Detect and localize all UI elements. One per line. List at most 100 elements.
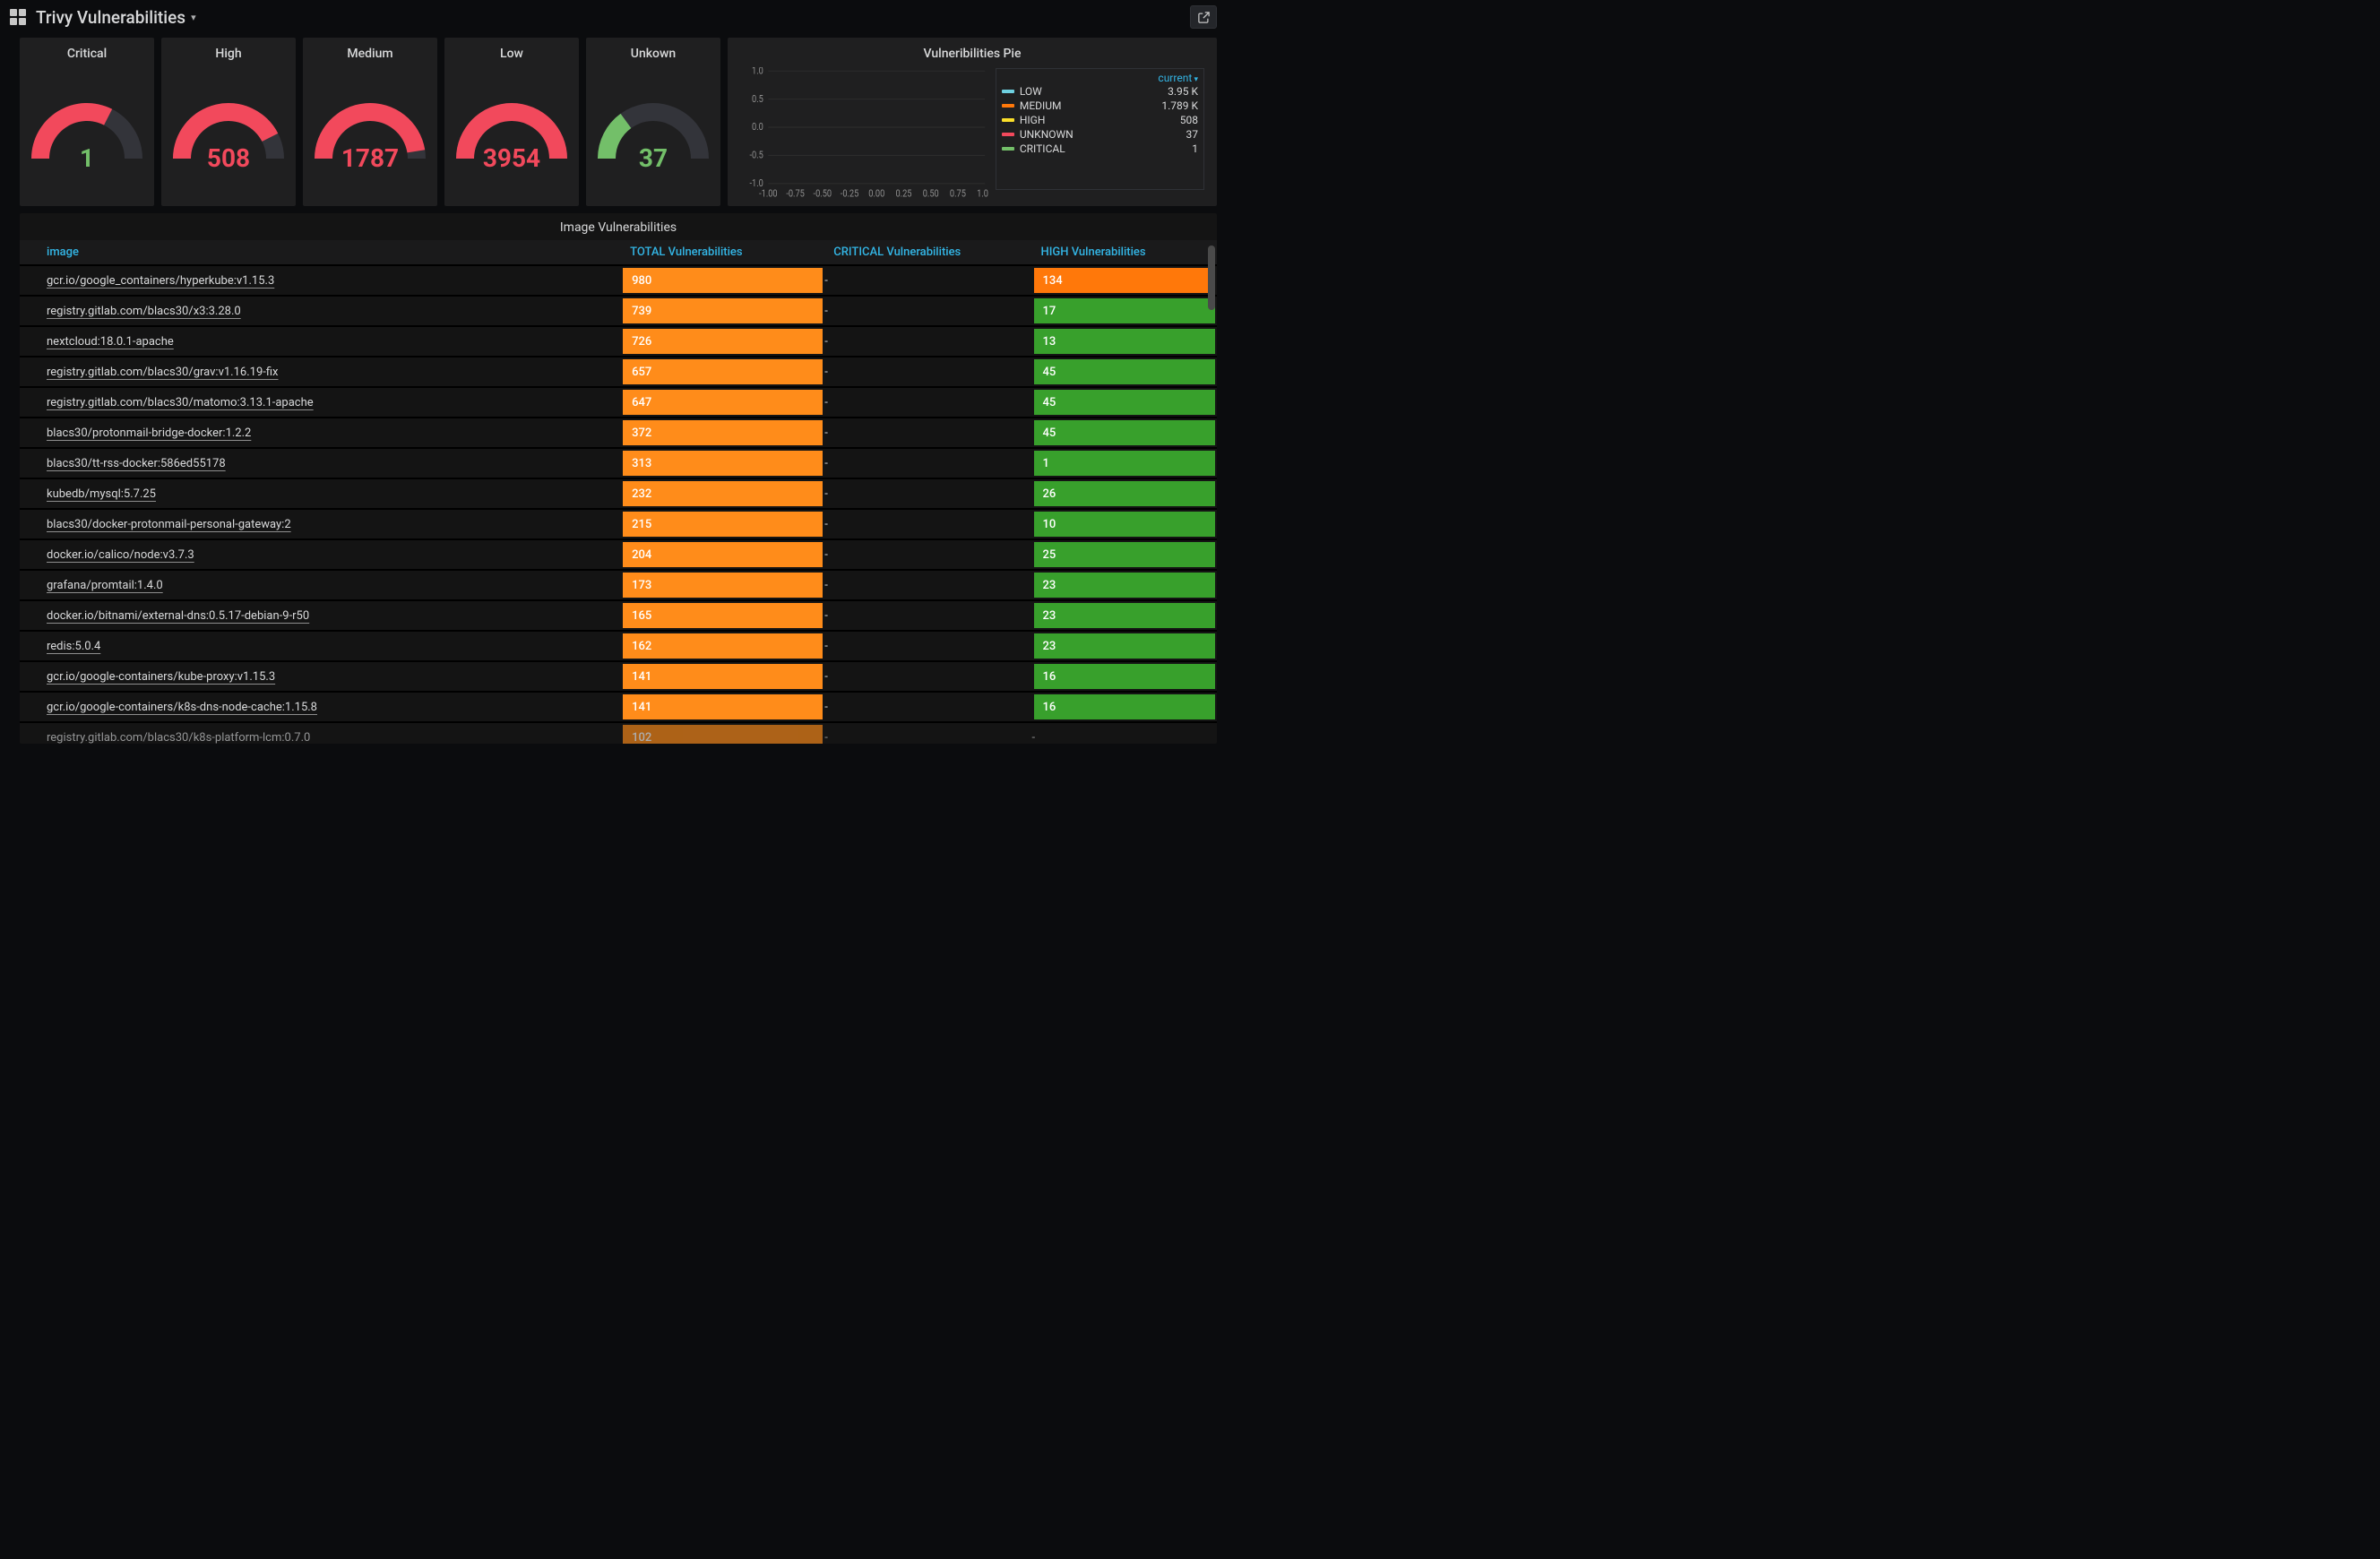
cell-image: blacs30/tt-rss-docker:586ed55178	[20, 448, 621, 478]
panel-title: Image Vulnerabilities	[20, 213, 1217, 240]
legend-row[interactable]: MEDIUM 1.789 K	[1002, 99, 1198, 113]
cell-high: 25	[1032, 539, 1218, 570]
cell-critical: -	[824, 570, 1031, 600]
gauge: 1	[24, 73, 150, 199]
table-row[interactable]: blacs30/tt-rss-docker:586ed55178 313 - 1	[20, 448, 1217, 478]
cell-image: registry.gitlab.com/blacs30/k8s-platform…	[20, 722, 621, 744]
legend-value: 1.789 K	[1161, 99, 1198, 112]
table-row[interactable]: docker.io/bitnami/external-dns:0.5.17-de…	[20, 600, 1217, 631]
gauge-value: 508	[207, 143, 250, 173]
gauge-panel[interactable]: Low 3954	[444, 38, 579, 206]
cell-total: 726	[621, 326, 824, 357]
svg-text:-0.25: -0.25	[841, 189, 859, 200]
table-row[interactable]: registry.gitlab.com/blacs30/matomo:3.13.…	[20, 387, 1217, 418]
cell-image: gcr.io/google-containers/kube-proxy:v1.1…	[20, 661, 621, 692]
legend-swatch	[1002, 104, 1014, 108]
col-total[interactable]: TOTAL Vulnerabilities	[621, 240, 824, 265]
table-row[interactable]: gcr.io/google-containers/k8s-dns-node-ca…	[20, 692, 1217, 722]
legend-header[interactable]: current ▾	[1002, 72, 1198, 84]
share-button[interactable]	[1190, 5, 1217, 29]
topbar: Trivy Vulnerabilities ▾	[0, 0, 1226, 38]
apps-icon[interactable]	[9, 8, 27, 26]
table-row[interactable]: redis:5.0.4 162 - 23	[20, 631, 1217, 661]
legend-value: 1	[1192, 142, 1198, 155]
pie-panel[interactable]: Vulneribilities Pie 1.00.50.0-0.5-1.0-1.…	[728, 38, 1217, 206]
cell-critical: -	[824, 326, 1031, 357]
cell-total: 657	[621, 357, 824, 387]
legend-name: CRITICAL	[1020, 142, 1065, 155]
cell-total: 165	[621, 600, 824, 631]
gauge-panel[interactable]: Unkown 37	[586, 38, 720, 206]
cell-total: 204	[621, 539, 824, 570]
chevron-down-icon: ▾	[191, 12, 196, 23]
gauge: 1787	[307, 73, 433, 199]
cell-critical: -	[824, 418, 1031, 448]
panel-title: Unkown	[631, 47, 676, 61]
dashboard-title[interactable]: Trivy Vulnerabilities ▾	[36, 7, 196, 28]
legend-row[interactable]: CRITICAL 1	[1002, 142, 1198, 156]
table-row[interactable]: blacs30/docker-protonmail-personal-gatew…	[20, 509, 1217, 539]
table-row[interactable]: grafana/promtail:1.4.0 173 - 23	[20, 570, 1217, 600]
col-image[interactable]: image	[20, 240, 621, 265]
cell-total: 647	[621, 387, 824, 418]
col-critical[interactable]: CRITICAL Vulnerabilities	[824, 240, 1031, 265]
cell-critical: -	[824, 631, 1031, 661]
cell-image: registry.gitlab.com/blacs30/x3:3.28.0	[20, 296, 621, 326]
svg-text:-0.5: -0.5	[749, 151, 763, 161]
cell-image: docker.io/bitnami/external-dns:0.5.17-de…	[20, 600, 621, 631]
cell-high: 17	[1032, 296, 1218, 326]
table-row[interactable]: gcr.io/google_containers/hyperkube:v1.15…	[20, 265, 1217, 296]
legend-row[interactable]: LOW 3.95 K	[1002, 84, 1198, 99]
legend-value: 508	[1180, 114, 1198, 126]
col-high[interactable]: HIGH Vulnerabilities	[1032, 240, 1218, 265]
cell-image: nextcloud:18.0.1-apache	[20, 326, 621, 357]
gauge-value: 3954	[483, 143, 540, 173]
table-panel[interactable]: Image Vulnerabilities image TOTAL Vulner…	[20, 213, 1217, 744]
legend-swatch	[1002, 90, 1014, 93]
legend-name: MEDIUM	[1020, 99, 1062, 112]
gauge-panel[interactable]: Critical 1	[20, 38, 154, 206]
cell-high: 23	[1032, 600, 1218, 631]
table-row[interactable]: registry.gitlab.com/blacs30/k8s-platform…	[20, 722, 1217, 744]
cell-total: 173	[621, 570, 824, 600]
legend-value: 37	[1186, 128, 1199, 141]
title-text: Trivy Vulnerabilities	[36, 7, 185, 28]
cell-image: kubedb/mysql:5.7.25	[20, 478, 621, 509]
cell-total: 102	[621, 722, 824, 744]
cell-image: docker.io/calico/node:v3.7.3	[20, 539, 621, 570]
table-row[interactable]: registry.gitlab.com/blacs30/x3:3.28.0 73…	[20, 296, 1217, 326]
cell-critical: -	[824, 661, 1031, 692]
svg-text:1.00: 1.00	[977, 189, 988, 200]
svg-text:-0.50: -0.50	[814, 189, 832, 200]
cell-critical: -	[824, 692, 1031, 722]
gauge-value: 1	[80, 143, 94, 173]
panel-title: Low	[500, 47, 523, 61]
cell-total: 232	[621, 478, 824, 509]
table-row[interactable]: nextcloud:18.0.1-apache 726 - 13	[20, 326, 1217, 357]
cell-total: 141	[621, 692, 824, 722]
gauge-panel[interactable]: High 508	[161, 38, 296, 206]
cell-image: registry.gitlab.com/blacs30/matomo:3.13.…	[20, 387, 621, 418]
legend-row[interactable]: HIGH 508	[1002, 113, 1198, 127]
table-row[interactable]: gcr.io/google-containers/kube-proxy:v1.1…	[20, 661, 1217, 692]
legend-swatch	[1002, 147, 1014, 151]
svg-text:0.50: 0.50	[923, 189, 939, 200]
cell-total: 980	[621, 265, 824, 296]
gauge-panel[interactable]: Medium 1787	[303, 38, 437, 206]
topbar-left: Trivy Vulnerabilities ▾	[9, 7, 196, 28]
svg-text:-1.00: -1.00	[759, 189, 778, 200]
legend-swatch	[1002, 133, 1014, 136]
cell-total: 215	[621, 509, 824, 539]
table-row[interactable]: registry.gitlab.com/blacs30/grav:v1.16.1…	[20, 357, 1217, 387]
cell-total: 372	[621, 418, 824, 448]
pie-axes: 1.00.50.0-0.5-1.0-1.00-0.75-0.50-0.250.0…	[740, 66, 988, 201]
table-row[interactable]: blacs30/protonmail-bridge-docker:1.2.2 3…	[20, 418, 1217, 448]
scrollbar-thumb[interactable]	[1208, 245, 1215, 310]
panel-title: Medium	[347, 47, 392, 61]
cell-high: 45	[1032, 357, 1218, 387]
table-row[interactable]: docker.io/calico/node:v3.7.3 204 - 25	[20, 539, 1217, 570]
legend-row[interactable]: UNKNOWN 37	[1002, 127, 1198, 142]
cell-high: 26	[1032, 478, 1218, 509]
legend-name: UNKNOWN	[1020, 128, 1074, 141]
table-row[interactable]: kubedb/mysql:5.7.25 232 - 26	[20, 478, 1217, 509]
